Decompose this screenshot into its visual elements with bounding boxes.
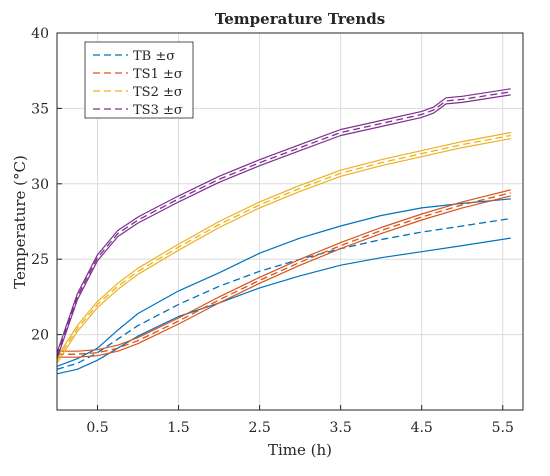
x-tick-label: 4.5 [411,420,433,436]
x-axis-title: Time (h) [268,441,332,459]
legend-entry: TS1 ±σ [93,67,183,82]
series-2-lower-line [57,195,511,358]
x-tick-label: 0.5 [86,420,108,436]
y-axis-title: Temperature (°C) [11,155,29,289]
y-tick-label: 40 [31,26,49,42]
chart-title: Temperature Trends [215,10,385,28]
legend-label: TS3 ±σ [133,103,183,118]
legend: TB ±σ TS1 ±σ TS2 ±σ TS3 ±σ [84,41,194,119]
tick-layer: 0.5 1.5 2.5 3.5 4.5 5.5 20 25 30 35 40 [31,26,514,436]
x-tick-label: 2.5 [248,420,270,436]
plot-frame [56,32,524,411]
series-3-upper-line [56,131,511,358]
legend-label: TS1 ±σ [133,67,183,82]
series-4-mean-line [56,91,511,356]
y-tick-label: 25 [31,252,49,268]
y-tick-label: 30 [31,177,49,193]
x-tick-label: 5.5 [492,420,514,436]
series-1 [56,198,511,375]
series-3-lower-line [56,138,511,364]
series-4-lower-line [56,94,511,359]
series-3 [56,131,511,364]
x-tick-label: 3.5 [330,420,352,436]
series-layer [56,88,511,375]
series-4-upper-line [56,88,511,353]
legend-box [84,41,194,119]
legend-entry: TB ±σ [93,49,175,64]
series-2-mean-line [57,192,511,355]
series-2 [57,189,511,358]
legend-entries: TB ±σ TS1 ±σ TS2 ±σ TS3 ±σ [93,49,183,118]
legend-label: TB ±σ [133,49,175,64]
series-1-lower-line [56,237,511,375]
legend-entry: TS3 ±σ [93,103,183,118]
series-2-upper-line [57,189,511,352]
series-1-upper-line [56,198,511,367]
series-1-mean-line [56,217,511,370]
series-4 [56,88,511,359]
legend-label: TS2 ±σ [133,85,183,100]
y-tick-label: 35 [31,101,49,117]
series-3-mean-line [56,134,511,361]
y-tick-label: 20 [31,328,49,344]
legend-entry: TS2 ±σ [93,85,183,100]
x-tick-label: 1.5 [167,420,189,436]
